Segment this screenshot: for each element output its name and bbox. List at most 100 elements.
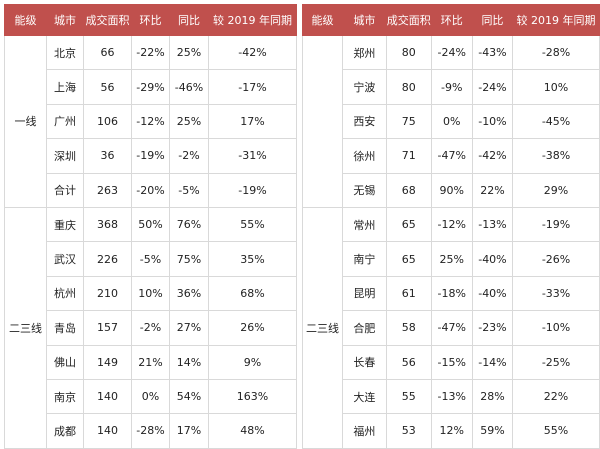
cell-mom: -47% <box>430 138 473 174</box>
cell-city: 合肥 <box>342 310 387 346</box>
table-row: 宁波 80 -9% -24% 10% <box>303 69 600 105</box>
table-row: 长春 56 -15% -14% -25% <box>303 344 600 380</box>
table-row: 合计 263 -20% -5% -19% <box>5 172 297 208</box>
cell-city: 佛山 <box>46 344 84 380</box>
cell-vs-2019: 55% <box>512 413 600 449</box>
cell-mom: 50% <box>131 206 170 243</box>
cell-area: 36 <box>83 138 132 174</box>
cell-yoy: -14% <box>471 344 514 380</box>
cell-area: 71 <box>385 138 432 174</box>
cell-vs-2019: -25% <box>512 344 600 380</box>
table-row: 徐州 71 -47% -42% -38% <box>303 138 600 174</box>
table-row: 合肥 58 -47% -23% -10% <box>303 310 600 346</box>
cell-city: 大连 <box>342 378 387 415</box>
cell-mom: -12% <box>131 103 170 140</box>
cell-area: 65 <box>385 241 432 277</box>
cell-vs-2019: -28% <box>512 34 600 71</box>
cell-city: 武汉 <box>46 241 84 277</box>
table-row: 二三线 重庆 368 50% 76% 55% <box>4 206 297 449</box>
cell-area: 53 <box>385 413 432 449</box>
header-city: 城市 <box>342 4 387 36</box>
table-row: 无锡 68 90% 22% 29% <box>303 172 600 208</box>
cell-mom: -29% <box>131 69 170 105</box>
cell-area: 80 <box>385 34 432 71</box>
cell-vs-2019: 163% <box>208 378 297 415</box>
cell-area: 140 <box>83 413 132 449</box>
cell-vs-2019: 17% <box>208 103 297 140</box>
cell-area: 210 <box>83 275 132 312</box>
cell-yoy: -46% <box>169 69 209 105</box>
table-row: 成都 140 -28% 17% 48% <box>5 413 297 449</box>
cell-city: 长春 <box>342 344 387 380</box>
cell-mom: -47% <box>430 310 473 346</box>
cell-yoy: 36% <box>169 275 209 312</box>
cell-yoy: -10% <box>471 103 514 140</box>
table-row: 上海 56 -29% -46% -17% <box>5 69 297 105</box>
cell-area: 55 <box>385 378 432 415</box>
cell-yoy: -13% <box>471 206 514 243</box>
left-table-body: 一线 北京 66 -22% 25% -42% 上海 56 -29% -46% -17% 广州 106 -1… <box>4 34 297 449</box>
cell-city: 无锡 <box>342 172 387 208</box>
right-table-panel: 能级 城市 成交面积 环比 同比 较 2019 年同期 郑州 80 -24% -43%… <box>301 4 600 449</box>
cell-mom: 25% <box>430 241 473 277</box>
left-data-table: 能级 城市 成交面积 环比 同比 较 2019 年同期 一线 北京 66 -22% 25… <box>4 4 297 449</box>
header-row: 能级 城市 成交面积 环比 同比 较 2019 年同期 <box>301 4 600 36</box>
cell-area: 226 <box>83 241 132 277</box>
cell-city: 青岛 <box>46 310 84 346</box>
cell-yoy: 27% <box>169 310 209 346</box>
cell-vs-2019: -45% <box>512 103 600 140</box>
cell-city: 常州 <box>342 206 387 243</box>
cell-vs-2019: 22% <box>512 378 600 415</box>
transaction-table-page: 能级 城市 成交面积 环比 同比 较 2019 年同期 一线 北京 66 -22% 25… <box>4 4 600 449</box>
table-row: 大连 55 -13% 28% 22% <box>303 378 600 415</box>
cell-vs-2019: -17% <box>208 69 297 105</box>
left-table-panel: 能级 城市 成交面积 环比 同比 较 2019 年同期 一线 北京 66 -22% 25… <box>4 4 297 449</box>
cell-city: 宁波 <box>342 69 387 105</box>
header-yoy: 同比 <box>471 4 514 36</box>
table-row: 南京 140 0% 54% 163% <box>5 378 297 415</box>
cell-vs-2019: 9% <box>208 344 297 380</box>
cell-yoy: -40% <box>471 241 514 277</box>
cell-city: 郑州 <box>342 34 387 71</box>
right-data-table: 能级 城市 成交面积 环比 同比 较 2019 年同期 郑州 80 -24% -43%… <box>301 4 600 449</box>
cell-mom: -28% <box>131 413 170 449</box>
cell-area: 80 <box>385 69 432 105</box>
cell-city: 北京 <box>46 34 84 71</box>
cell-area: 66 <box>83 34 132 71</box>
cell-vs-2019: -38% <box>512 138 600 174</box>
cell-area: 263 <box>83 172 132 208</box>
cell-vs-2019: 48% <box>208 413 297 449</box>
table-row: 青岛 157 -2% 27% 26% <box>5 310 297 346</box>
cell-tier: 二三线 <box>301 206 344 449</box>
table-row: 郑州 80 -24% -43% -28% <box>301 34 600 208</box>
cell-city: 南京 <box>46 378 84 415</box>
table-row: 武汉 226 -5% 75% 35% <box>5 241 297 277</box>
table-row: 二三线 常州 65 -12% -13% -19% <box>301 206 600 449</box>
cell-yoy: -40% <box>471 275 514 312</box>
table-row: 广州 106 -12% 25% 17% <box>5 103 297 140</box>
cell-mom: -9% <box>430 69 473 105</box>
cell-yoy: -23% <box>471 310 514 346</box>
cell-area: 368 <box>83 206 132 243</box>
cell-yoy: 17% <box>169 413 209 449</box>
cell-mom: 12% <box>430 413 473 449</box>
table-row: 佛山 149 21% 14% 9% <box>5 344 297 380</box>
cell-mom: 21% <box>131 344 170 380</box>
cell-yoy: 59% <box>471 413 514 449</box>
cell-vs-2019: -33% <box>512 275 600 312</box>
cell-vs-2019: 68% <box>208 275 297 312</box>
header-tier: 能级 <box>4 4 47 36</box>
cell-vs-2019: -26% <box>512 241 600 277</box>
cell-yoy: 14% <box>169 344 209 380</box>
cell-yoy: 54% <box>169 378 209 415</box>
cell-mom: -24% <box>430 34 473 71</box>
cell-yoy: 75% <box>169 241 209 277</box>
cell-tier: 一线 <box>4 35 47 208</box>
header-area: 成交面积 <box>385 4 432 36</box>
cell-vs-2019: -31% <box>208 138 297 174</box>
header-vs-2019: 较 2019 年同期 <box>208 4 297 36</box>
right-table-body: 郑州 80 -24% -43% -28% 宁波 80 -9% -24% 10% 西安 75 0% -10%… <box>301 34 600 449</box>
cell-vs-2019: 29% <box>512 172 600 208</box>
cell-mom: 0% <box>430 103 473 140</box>
cell-area: 106 <box>83 103 132 140</box>
